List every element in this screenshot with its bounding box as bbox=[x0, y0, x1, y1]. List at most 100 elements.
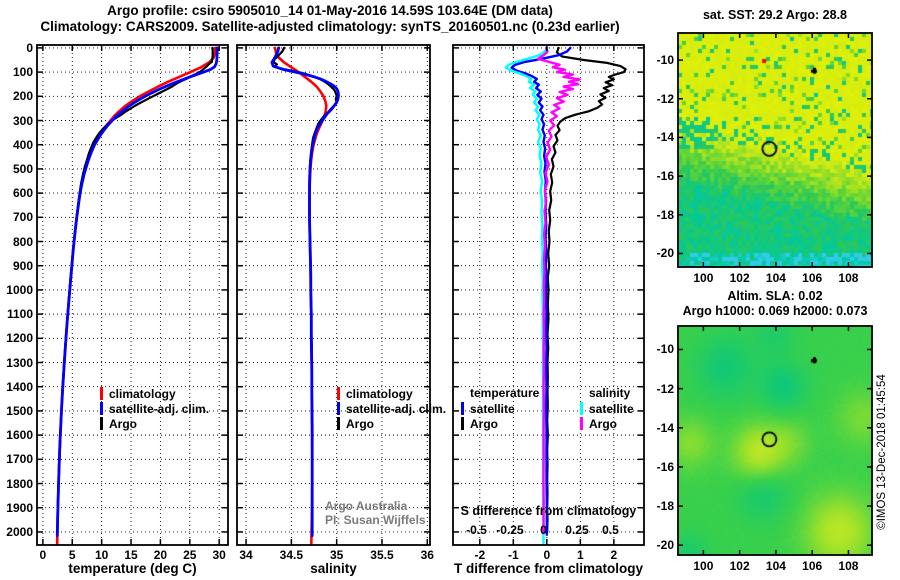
argo-line-swatch bbox=[100, 417, 103, 430]
sdiff-axis-label: S difference from climatology bbox=[460, 504, 637, 518]
tick-label: -10 bbox=[656, 53, 674, 68]
salinity-legend: climatology satellite-adj. clim. Argo bbox=[337, 386, 446, 431]
tick-label: 100 bbox=[12, 65, 33, 80]
tick-label: 1700 bbox=[6, 452, 33, 467]
tick-label: 34 bbox=[239, 548, 253, 562]
tick-label: 200 bbox=[12, 89, 33, 104]
tick-label: 36 bbox=[420, 548, 434, 562]
figure-title-line1: Argo profile: csiro 5905010_14 01-May-20… bbox=[107, 3, 553, 18]
org-annotation: Argo Australia bbox=[325, 499, 408, 513]
tick-label: -12 bbox=[656, 91, 674, 106]
tick-label: -2 bbox=[474, 548, 486, 562]
tick-label: 2000 bbox=[6, 524, 33, 539]
tick-label: 106 bbox=[802, 559, 823, 573]
tick-label: 35 bbox=[329, 548, 344, 562]
tick-label: 0 bbox=[26, 40, 33, 55]
pi-annotation: PI: Susan Wijffels bbox=[325, 513, 426, 527]
tick-label: -16 bbox=[656, 459, 674, 474]
tick-label: 700 bbox=[12, 210, 33, 225]
tick-label: 20 bbox=[153, 548, 168, 562]
satellite-s-line-swatch bbox=[580, 402, 583, 415]
tick-label: 800 bbox=[12, 234, 33, 249]
legend-label: satellite-adj. clim. bbox=[346, 401, 447, 416]
tick-label: -12 bbox=[656, 381, 674, 396]
tick-label: 108 bbox=[838, 559, 859, 573]
legend-header: salinity bbox=[589, 386, 631, 400]
legend-header: temperature bbox=[470, 386, 540, 400]
tick-label: 900 bbox=[12, 258, 33, 273]
tick-label: 1500 bbox=[6, 403, 33, 418]
tick-label: -14 bbox=[656, 420, 674, 435]
satellite-adj-line-swatch bbox=[100, 402, 103, 415]
legend-item: satellite bbox=[580, 401, 634, 416]
salinity-axis-label: salinity bbox=[310, 561, 357, 576]
legend-item: climatology bbox=[100, 386, 209, 401]
tick-label: 100 bbox=[693, 271, 714, 285]
tick-label: -20 bbox=[656, 246, 674, 261]
sst-map-title: sat. SST: 29.2 Argo: 28.8 bbox=[702, 8, 848, 22]
tick-label: 2 bbox=[610, 548, 618, 562]
argo-line-swatch bbox=[337, 417, 340, 430]
legend-label: satellite-adj. clim. bbox=[109, 401, 210, 416]
legend-label: climatology bbox=[109, 386, 176, 401]
tick-label: 108 bbox=[838, 271, 859, 285]
tick-label: 104 bbox=[765, 559, 786, 573]
sla-map-title-line2: Argo h1000: 0.069 h2000: 0.073 bbox=[682, 304, 868, 318]
tick-label: -10 bbox=[656, 342, 674, 357]
tdiff-legend-salinity: salinity satellite Argo bbox=[580, 386, 634, 431]
tick-label: 0 bbox=[39, 548, 47, 562]
legend-item: Argo bbox=[580, 416, 634, 431]
legend-item: climatology bbox=[337, 386, 446, 401]
legend-label: Argo bbox=[589, 416, 617, 431]
tick-label: -14 bbox=[656, 130, 674, 145]
climatology-line-swatch bbox=[100, 387, 103, 400]
tick-label: -18 bbox=[656, 207, 674, 222]
tick-label: -1 bbox=[507, 548, 519, 562]
legend-label: Argo bbox=[346, 416, 374, 431]
climatology-line-swatch bbox=[337, 387, 340, 400]
tick-label: 300 bbox=[12, 113, 33, 128]
tick-label: 15 bbox=[124, 548, 138, 562]
legend-item: Argo bbox=[337, 416, 446, 431]
tick-label: 104 bbox=[765, 271, 786, 285]
tick-label: -16 bbox=[656, 169, 674, 184]
temperature-legend: climatology satellite-adj. clim. Argo bbox=[100, 386, 209, 431]
tick-label: 1300 bbox=[6, 355, 33, 370]
tick-label: 1000 bbox=[6, 282, 33, 297]
legend-label: climatology bbox=[346, 386, 413, 401]
legend-item: satellite bbox=[461, 401, 539, 416]
argo-s-line-swatch bbox=[580, 417, 583, 430]
tick-label: -18 bbox=[656, 499, 674, 514]
legend-label: Argo bbox=[109, 416, 137, 431]
tick-label: 1 bbox=[576, 548, 584, 562]
tick-label: 30 bbox=[212, 548, 226, 562]
tick-label: 400 bbox=[12, 137, 33, 152]
tick-label: 500 bbox=[12, 161, 33, 176]
sla-map-title-line1: Altim. SLA: 0.02 bbox=[727, 289, 823, 303]
tick-label: 25 bbox=[183, 548, 197, 562]
tick-label: 1400 bbox=[6, 379, 33, 394]
imos-credit: ©IMOS 13-Dec-2018 01:45:54 bbox=[876, 374, 888, 530]
tick-label: 100 bbox=[693, 559, 714, 573]
legend-label: Argo bbox=[470, 416, 498, 431]
tick-label: 1900 bbox=[6, 500, 33, 515]
legend-item: satellite-adj. clim. bbox=[100, 401, 209, 416]
tick-label: 34.5 bbox=[279, 548, 304, 562]
tick-label: 0 bbox=[543, 548, 551, 562]
figure-title-line2: Climatology: CARS2009. Satellite-adjuste… bbox=[40, 19, 620, 34]
tick-label: 600 bbox=[12, 186, 33, 201]
tdiff-axis-label: T difference from climatology bbox=[453, 561, 644, 576]
temperature-axis-label: temperature (deg C) bbox=[68, 561, 197, 576]
tick-label: 1600 bbox=[6, 428, 33, 443]
tick-label: 1100 bbox=[6, 307, 33, 322]
tdiff-legend-temperature: temperature satellite Argo bbox=[461, 386, 539, 431]
tick-label: 5 bbox=[68, 548, 76, 562]
argo-t-line-swatch bbox=[461, 417, 464, 430]
tick-label: 102 bbox=[729, 559, 750, 573]
legend-label: satellite bbox=[470, 401, 515, 416]
tick-label: -20 bbox=[656, 538, 674, 553]
legend-label: satellite bbox=[589, 401, 634, 416]
satellite-t-line-swatch bbox=[461, 402, 464, 415]
tick-label: 35.5 bbox=[370, 548, 394, 562]
